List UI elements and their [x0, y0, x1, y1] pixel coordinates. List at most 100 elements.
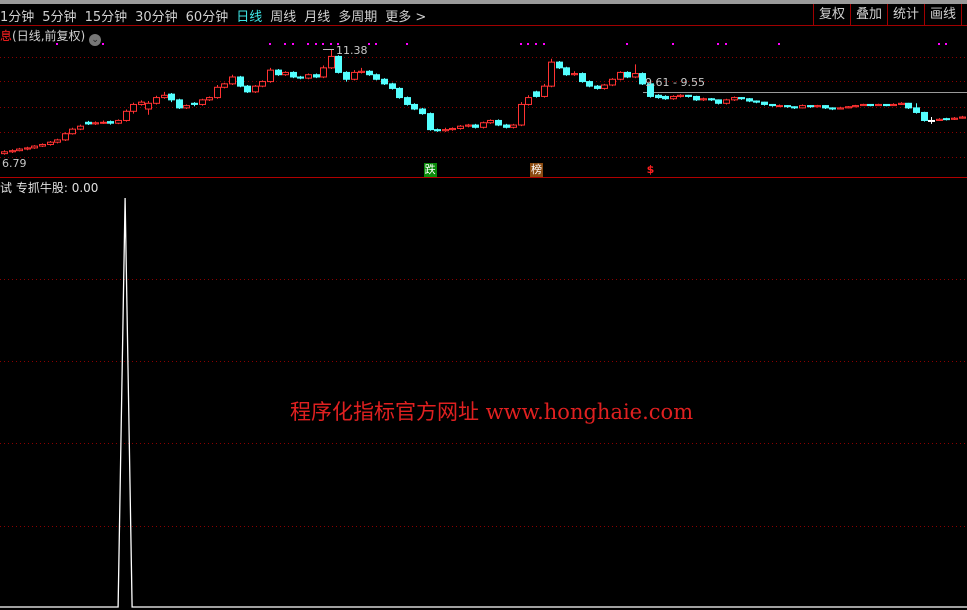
candle-body: [168, 93, 175, 101]
signal-dot: [527, 43, 529, 45]
candle-body: [807, 105, 814, 108]
candle-body: [738, 97, 745, 100]
candle-body: [305, 74, 312, 79]
tab-period-3[interactable]: 30分钟: [135, 10, 178, 25]
candle-body: [487, 119, 494, 124]
candle-body: [9, 150, 16, 153]
candle-body: [670, 95, 677, 100]
tool-button-0[interactable]: 复权: [812, 4, 850, 25]
candle-body: [647, 83, 654, 97]
candle-body: [69, 128, 76, 135]
candle-body: [495, 119, 502, 126]
candle-body: [617, 71, 624, 80]
candle-body: [358, 70, 365, 73]
tab-period-6[interactable]: 周线: [270, 10, 297, 25]
tab-period-1[interactable]: 5分钟: [42, 10, 77, 25]
signal-dot: [626, 43, 628, 45]
candle-body: [267, 69, 274, 83]
candle-body: [586, 81, 593, 87]
tool-button-3[interactable]: 画线: [923, 4, 962, 25]
candle-body: [343, 71, 350, 80]
candle-body: [115, 119, 122, 124]
indicator-line: [0, 197, 967, 608]
candle-body: [381, 78, 388, 85]
candle-body: [328, 55, 335, 69]
candle-body: [1, 151, 8, 155]
candle-body: [685, 94, 692, 97]
candle-body: [723, 99, 730, 104]
tab-period-5[interactable]: 日线: [236, 10, 263, 25]
candle-body: [776, 105, 783, 108]
candle-body: [275, 69, 282, 76]
tool-button-1[interactable]: 叠加: [849, 4, 887, 25]
candle-body: [845, 106, 852, 109]
signal-dot: [375, 43, 377, 45]
candle-body: [541, 85, 548, 97]
candle-body: [609, 78, 616, 86]
tab-period-9[interactable]: 更多 >: [385, 10, 427, 25]
candle-body: [54, 139, 61, 143]
candle-body: [31, 145, 38, 149]
signal-dot: [938, 43, 940, 45]
candle-body: [396, 87, 403, 99]
signal-marker-2: $: [646, 163, 655, 176]
signal-dot: [368, 43, 370, 45]
candle-body: [898, 102, 905, 105]
signal-dot: [56, 43, 58, 45]
watermark: 程序化指标官方网址 www.honghaie.com: [290, 400, 694, 424]
candle-body: [579, 73, 586, 83]
candle-body: [214, 86, 221, 99]
signal-dot: [102, 43, 104, 45]
candle-body: [442, 129, 449, 132]
candle-body: [814, 105, 821, 108]
candle-body: [389, 83, 396, 89]
tab-period-7[interactable]: 月线: [304, 10, 331, 25]
candle-body: [85, 121, 92, 125]
candle-body: [753, 100, 760, 103]
signal-dot: [778, 43, 780, 45]
indicator-prefix: 试: [0, 181, 13, 195]
candle-body: [237, 76, 244, 87]
candle-body: [829, 107, 836, 110]
tab-period-2[interactable]: 15分钟: [84, 10, 128, 25]
candle-body: [199, 99, 206, 105]
tool-button-2[interactable]: 统计: [886, 4, 924, 25]
signal-dot: [292, 43, 294, 45]
tab-period-4[interactable]: 60分钟: [185, 10, 229, 25]
candle-body: [655, 94, 662, 99]
candle-body: [936, 118, 943, 121]
candle-body: [145, 102, 152, 110]
candle-body: [183, 105, 190, 109]
signal-dot: [520, 43, 522, 45]
candle-body: [518, 103, 525, 126]
candle-body: [176, 99, 183, 109]
candle-body: [594, 85, 601, 89]
candle-body: [822, 105, 829, 109]
signal-dot: [672, 43, 674, 45]
candle-body: [662, 95, 669, 100]
tab-period-0[interactable]: 1分钟: [0, 10, 35, 25]
candle-body: [632, 73, 639, 78]
candle-body: [791, 106, 798, 109]
candle-body: [404, 97, 411, 105]
candle-body: [100, 121, 107, 124]
candle-body: [860, 103, 867, 107]
candle-body: [731, 97, 738, 101]
tab-period-8[interactable]: 多周期: [338, 10, 378, 25]
chart-header: 息(日线,前复权) ⌄: [0, 27, 102, 46]
candle-body: [259, 81, 266, 87]
candle-body: [533, 91, 540, 97]
chevron-down-icon[interactable]: ⌄: [89, 34, 102, 46]
candle-body: [16, 148, 23, 152]
signal-dot: [307, 43, 309, 45]
signal-dot: [330, 43, 332, 45]
candle-body: [677, 94, 684, 97]
candle-body: [943, 118, 950, 121]
candle-body: [959, 116, 966, 119]
candle-body: [252, 85, 259, 93]
signal-dot: [725, 43, 727, 45]
candle-body: [883, 103, 890, 107]
candle-body: [746, 98, 753, 102]
signal-dot: [543, 43, 545, 45]
